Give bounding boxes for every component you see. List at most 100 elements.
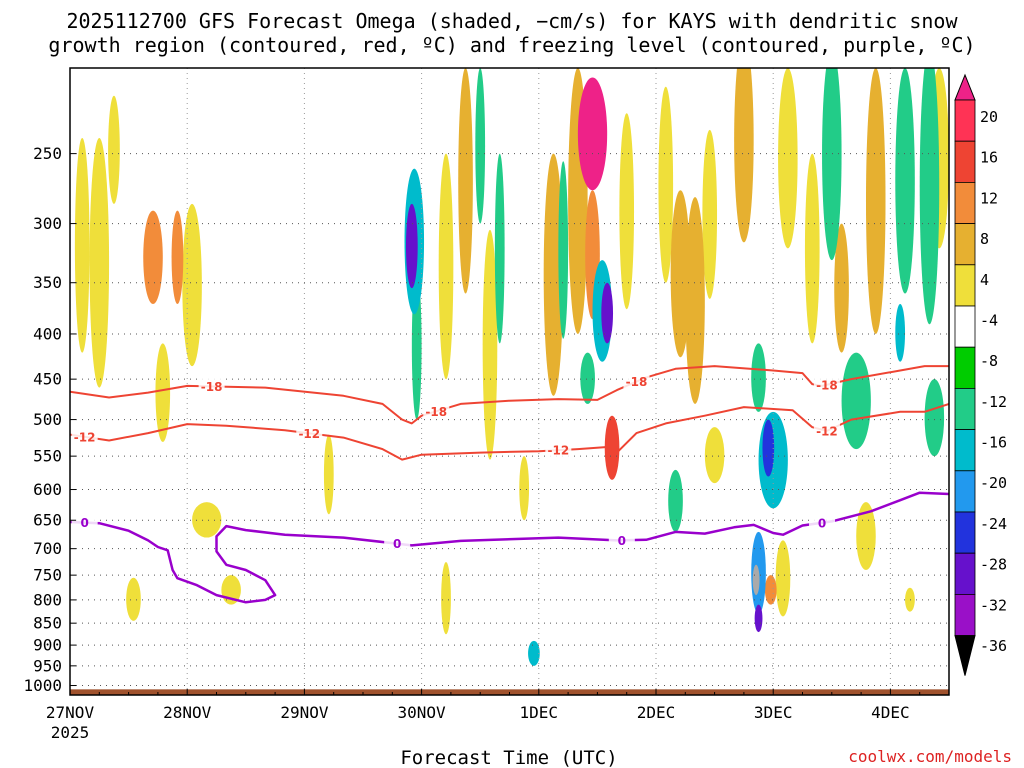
y-tick-label-400: 400 — [33, 324, 62, 343]
freezing-level-main-label-bg-2 — [608, 532, 635, 548]
x-tick-label-2DEC: 2DEC — [637, 703, 676, 722]
y-tick-label-450: 450 — [33, 370, 62, 389]
y-tick-label-950: 950 — [33, 656, 62, 675]
omega-blob-24 — [458, 68, 473, 294]
omega-blob-28 — [580, 352, 595, 404]
colorbar-label-3: 8 — [980, 230, 989, 248]
colorbar-label-9: -20 — [980, 474, 1007, 492]
omega-blob-59 — [752, 564, 760, 596]
omega-blob-38 — [670, 190, 691, 358]
colorbar: 20 16 12 8 4 -4 -8 -12 -16 -20 -24 -28 -32 -36 — [954, 73, 1007, 676]
omega-blob-39 — [734, 68, 754, 243]
colorbar-swatch-8 — [954, 429, 976, 472]
y-tick-label-350: 350 — [33, 273, 62, 292]
dgz-minus12-label-bg-0 — [71, 428, 98, 444]
omega-blob-35 — [924, 379, 945, 457]
dgz-minus18-label-1: -18 — [425, 405, 447, 419]
y-tick-label-850: 850 — [33, 614, 62, 633]
colorbar-label-5: -4 — [980, 311, 998, 329]
omega-blob-55 — [577, 77, 608, 191]
colorbar-swatch-11 — [954, 552, 976, 595]
colorbar-top-arrow — [954, 73, 976, 101]
dgz-minus12-label-0: -12 — [74, 430, 96, 444]
colorbar-bottom-arrow — [954, 635, 976, 676]
omega-blob-42 — [919, 68, 940, 325]
freezing-level-main-label-bg-1 — [384, 535, 411, 551]
omega-blob-30 — [668, 469, 683, 532]
freezing-level-main-label-bg-3 — [809, 514, 836, 530]
omega-blob-16 — [619, 113, 635, 310]
freezing-level-main-line — [70, 491, 949, 604]
colorbar-swatch-3 — [954, 223, 976, 266]
omega-blob-51 — [764, 575, 777, 605]
y-tick-label-550: 550 — [33, 447, 62, 466]
x-tick-label-1DEC: 1DEC — [520, 703, 559, 722]
omega-blob-17 — [702, 129, 718, 299]
colorbar-swatch-12 — [954, 594, 976, 637]
dgz-minus12-label-bg-3 — [813, 422, 840, 438]
colorbar-label-11: -28 — [980, 556, 1007, 574]
omega-blob-9 — [905, 587, 915, 612]
credit-text: coolwx.com/models — [848, 747, 1012, 766]
omega-blob-27 — [543, 153, 564, 396]
dgz-minus12-label-1: -12 — [298, 427, 320, 441]
colorbar-label-6: -8 — [980, 352, 998, 370]
colorbar-swatch-6 — [954, 346, 976, 389]
omega-blob-6 — [323, 434, 334, 515]
chart-title-line-1: 2025112700 GFS Forecast Omega (shaded, −… — [66, 9, 958, 33]
dgz-minus18-label-bg-2 — [623, 373, 650, 389]
colorbar-swatch-9 — [954, 470, 976, 513]
freezing-level-main-label-0: 0 — [80, 516, 88, 530]
omega-blob-56 — [405, 203, 418, 289]
x-axis: 27NOV 28NOV 29NOV 30NOV 1DEC 2DEC 3DEC 4DEC — [46, 689, 921, 722]
dgz-minus18-label-bg-0 — [198, 378, 225, 394]
colorbar-swatch-4 — [954, 264, 976, 307]
omega-blob-26 — [494, 153, 505, 344]
freezing-level-main-label-1: 0 — [393, 537, 401, 551]
omega-blob-3 — [704, 427, 725, 484]
omega-blob-54 — [762, 419, 775, 477]
colorbar-swatch-1 — [954, 140, 976, 183]
dgz-minus12-label-bg-2 — [545, 442, 572, 458]
y-tick-label-600: 600 — [33, 480, 62, 499]
y-tick-label-700: 700 — [33, 539, 62, 558]
omega-blob-45 — [528, 640, 540, 666]
omega-blob-0 — [74, 137, 90, 353]
colorbar-label-0: 20 — [980, 108, 998, 126]
omega-blob-29 — [685, 197, 705, 404]
dgz-minus18-label-bg-3 — [813, 376, 840, 392]
omega-blob-8 — [658, 86, 674, 283]
colorbar-swatch-0 — [954, 99, 976, 142]
y-tick-label-500: 500 — [33, 410, 62, 429]
colorbar-swatch-10 — [954, 511, 976, 554]
omega-blob-10 — [108, 95, 120, 204]
dgz-minus12-label-3: -12 — [816, 424, 838, 438]
omega-blob-52 — [604, 415, 620, 480]
dgz-minus12-label-2: -12 — [547, 444, 569, 458]
y-tick-label-650: 650 — [33, 511, 62, 530]
colorbar-label-1: 16 — [980, 149, 998, 167]
y-tick-label-750: 750 — [33, 566, 62, 585]
x-tick-label-29NOV: 29NOV — [280, 703, 329, 722]
x-tick-label-4DEC: 4DEC — [871, 703, 910, 722]
omega-blob-43 — [143, 210, 163, 305]
omega-blob-5 — [126, 577, 141, 621]
omega-blob-36 — [558, 161, 569, 339]
omega-blob-40 — [822, 68, 842, 261]
omega-blob-21 — [856, 502, 876, 570]
colorbar-swatch-5 — [954, 305, 976, 348]
colorbar-label-12: -32 — [980, 596, 1007, 614]
y-tick-label-1000: 1000 — [23, 676, 62, 695]
omega-blob-33 — [841, 352, 871, 450]
freezing-level-main-label-bg-0 — [71, 514, 98, 530]
colorbar-label-4: 4 — [980, 271, 989, 289]
grid-lines — [70, 68, 949, 695]
omega-blob-58 — [754, 604, 763, 633]
x-tick-label-27NOV: 27NOV — [46, 703, 95, 722]
chart-title-line-2: growth region (contoured, red, ºC) and f… — [48, 33, 975, 57]
dgz-minus18-label-2: -18 — [626, 375, 648, 389]
omega-blob-49 — [895, 304, 906, 362]
x-axis-title: Forecast Time (UTC) — [400, 747, 617, 768]
y-tick-label-900: 900 — [33, 636, 62, 655]
